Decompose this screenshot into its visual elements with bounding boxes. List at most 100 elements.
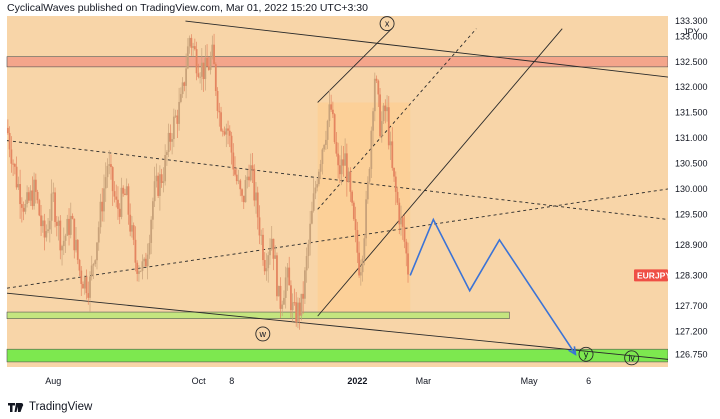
candle-body <box>36 191 39 201</box>
candle-body <box>349 171 352 192</box>
candle-body <box>150 219 153 243</box>
candle-body <box>340 159 343 175</box>
candle-body <box>405 241 408 254</box>
candle-body <box>284 277 287 298</box>
candle-body <box>185 68 188 86</box>
candle-body <box>27 192 30 201</box>
candle-body <box>145 258 147 267</box>
time-tick: 8 <box>229 376 234 386</box>
trendline-6 <box>317 28 393 103</box>
candle-body <box>295 302 298 323</box>
currency-label: JPY <box>683 27 700 37</box>
candle-body <box>293 302 296 304</box>
candle-body <box>379 94 381 137</box>
candle-body <box>242 195 245 203</box>
candle-body <box>262 234 264 261</box>
candle-body <box>377 80 380 95</box>
candle-body <box>134 239 137 263</box>
candle-body <box>235 174 238 182</box>
candle-body <box>22 207 25 212</box>
candle-body <box>87 293 90 298</box>
wave-labels-layer: x w y iv <box>255 16 640 366</box>
candle-body <box>365 199 367 239</box>
candle-body <box>179 94 182 102</box>
wave-label-circle <box>624 350 640 366</box>
candle-body <box>117 199 119 209</box>
candle-body <box>234 169 236 175</box>
candle-body <box>396 191 399 203</box>
price-axis[interactable]: 133.300 133.000 132.500 132.000 131.500 131.0… <box>675 16 708 359</box>
candle-body <box>272 238 275 259</box>
candle-body <box>372 111 374 131</box>
candle-body <box>274 255 277 259</box>
time-tick: Oct <box>192 376 207 386</box>
candle-body <box>370 130 373 169</box>
candle-body <box>321 149 324 165</box>
candle-body <box>31 190 34 207</box>
candle-body <box>216 90 219 111</box>
candle-body <box>61 246 63 251</box>
candle-body <box>202 62 205 80</box>
candle-body <box>57 220 60 226</box>
candle-body <box>361 258 364 273</box>
candle-body <box>227 128 229 131</box>
time-tick: 2022 <box>347 376 367 386</box>
candle-body <box>94 260 97 265</box>
candle-body <box>90 265 93 277</box>
price-tick-current: 128.300 <box>675 270 708 280</box>
time-tick: Mar <box>416 376 432 386</box>
time-tick: Aug <box>45 376 61 386</box>
candle-body <box>71 215 74 219</box>
price-axis-panel[interactable] <box>668 16 720 376</box>
candle-body <box>122 187 125 194</box>
candle-body <box>167 132 170 153</box>
candle-body <box>120 187 123 217</box>
candle-body <box>178 101 181 124</box>
candle-body <box>270 238 273 250</box>
tradingview-logo-icon <box>8 402 24 412</box>
candle-body <box>344 153 347 166</box>
candle-body <box>195 49 198 74</box>
candle-body <box>290 285 292 311</box>
candle-body <box>342 159 345 166</box>
projection-layer <box>409 217 577 356</box>
candle-body <box>256 192 259 218</box>
price-tick: 131.500 <box>675 108 708 118</box>
candle-body <box>29 190 32 201</box>
candle-body <box>64 235 67 241</box>
candle-body <box>391 141 394 168</box>
footer-brand[interactable]: TradingView <box>7 399 92 415</box>
candle-body <box>253 168 256 201</box>
candle-body <box>281 304 284 309</box>
price-tick: 133.300 <box>675 16 708 26</box>
last-price-badge: EURJPY <box>634 269 671 282</box>
wave-label-circle <box>255 326 271 342</box>
candle-body <box>221 130 224 132</box>
time-axis[interactable]: Aug Oct 8 2022 Mar May 6 <box>45 376 591 386</box>
candle-body <box>76 239 79 260</box>
candle-body <box>12 163 15 165</box>
candle-body <box>279 285 282 309</box>
candle-body <box>171 139 174 142</box>
candle-body <box>366 181 369 200</box>
candle-body <box>106 165 109 178</box>
candle-body <box>143 258 146 262</box>
candle-body <box>335 142 338 154</box>
trendline-3 <box>6 140 669 220</box>
candle-body <box>200 62 203 77</box>
candle-body <box>153 181 156 202</box>
candle-body <box>85 276 88 294</box>
candle-body <box>20 204 23 208</box>
candle-body <box>380 121 383 137</box>
candle-body <box>309 223 312 245</box>
candle-body <box>291 302 294 311</box>
price-tick: 126.750 <box>675 349 708 359</box>
candle-body <box>356 230 359 253</box>
candle-body <box>307 244 310 257</box>
candle-body <box>104 177 107 189</box>
candle-body <box>111 167 114 192</box>
candle-body <box>174 115 177 117</box>
price-label-bg <box>634 269 668 282</box>
candle-body <box>368 168 371 182</box>
